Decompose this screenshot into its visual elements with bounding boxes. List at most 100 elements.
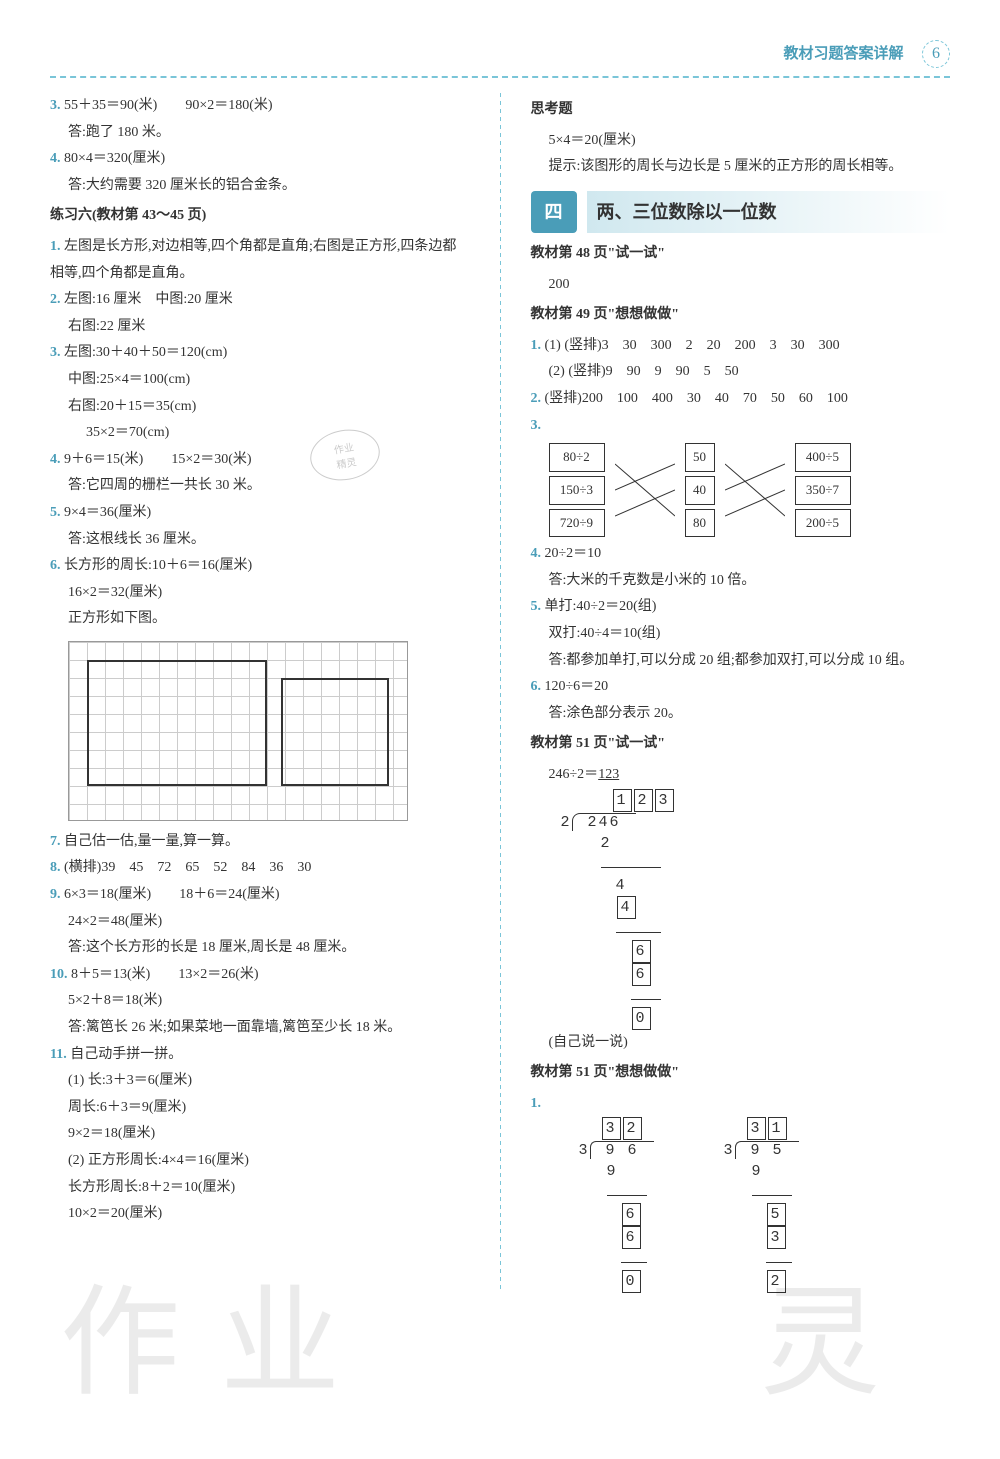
match-box: 350÷7 bbox=[795, 476, 851, 505]
match-box: 150÷3 bbox=[549, 476, 605, 505]
p8-l1: (横排)39 45 72 65 52 84 36 30 bbox=[64, 860, 311, 875]
r5-l1: 单打:40÷2＝20(组) bbox=[545, 599, 657, 614]
page-number: 6 bbox=[922, 40, 950, 68]
p5-l1: 9×4＝36(厘米) bbox=[64, 505, 151, 520]
p6-l2: 16×2＝32(厘米) bbox=[50, 580, 470, 607]
s49-title: 教材第 49 页"想想做做" bbox=[531, 302, 951, 329]
s51b-title: 教材第 51 页"想想做做" bbox=[531, 1060, 951, 1087]
r3-num: 3. bbox=[531, 418, 542, 433]
match-box: 720÷9 bbox=[549, 509, 605, 538]
r4-num: 4. bbox=[531, 546, 542, 561]
chapter-num: 四 bbox=[531, 191, 577, 233]
match-col3: 400÷5 350÷7 200÷5 bbox=[795, 443, 851, 537]
p3-l2: 中图:25×4＝100(cm) bbox=[50, 367, 470, 394]
p11-l3: 周长:6＋3＝9(厘米) bbox=[50, 1095, 470, 1122]
sec6-title: 练习六(教材第 43～45 页) bbox=[50, 203, 470, 230]
r51-1-num: 1. bbox=[531, 1096, 542, 1111]
r4-l2: 答:大米的千克数是小米的 10 倍。 bbox=[531, 568, 951, 595]
p3-l3: 右图:20＋15＝35(cm) bbox=[50, 394, 470, 421]
p2-l1: 左图:16 厘米 中图:20 厘米 bbox=[64, 292, 233, 307]
think-l1: 5×4＝20(厘米) bbox=[531, 128, 951, 155]
p2-l2: 右图:22 厘米 bbox=[50, 314, 470, 341]
p1-l1: 左图是长方形,对边相等,四个角都是直角;右图是正方形,四条边都相等,四个角都是直… bbox=[50, 239, 456, 281]
p5-l2: 答:这根线长 36 厘米。 bbox=[50, 527, 470, 554]
match-box: 200÷5 bbox=[795, 509, 851, 538]
r1-l1: (1) (竖排)3 30 300 2 20 200 3 30 300 bbox=[545, 338, 840, 353]
p11-num: 11. bbox=[50, 1047, 67, 1062]
q4-l2: 答:大约需要 320 厘米长的铝合金条。 bbox=[50, 173, 470, 200]
think-l2: 提示:该图形的周长与边长是 5 厘米的正方形的周长相等。 bbox=[531, 154, 951, 181]
chapter-bar: 四 两、三位数除以一位数 bbox=[531, 191, 951, 233]
match-box: 80 bbox=[685, 509, 715, 538]
p11-l1: 自己动手拼一拼。 bbox=[70, 1047, 182, 1062]
left-column: 3. 55＋35＝90(米) 90×2＝180(米) 答:跑了 180 米。 4… bbox=[50, 93, 470, 1293]
grid-figure bbox=[68, 641, 408, 821]
r2-num: 2. bbox=[531, 391, 542, 406]
p7-l1: 自己估一估,量一量,算一算。 bbox=[64, 834, 239, 849]
s48-title: 教材第 48 页"试一试" bbox=[531, 241, 951, 268]
match-box: 40 bbox=[685, 476, 715, 505]
p10-l2: 5×2＋8＝18(米) bbox=[50, 988, 470, 1015]
q3-num: 3. bbox=[50, 98, 61, 113]
p2-num: 2. bbox=[50, 292, 61, 307]
p8-num: 8. bbox=[50, 860, 61, 875]
r1-num: 1. bbox=[531, 338, 542, 353]
ld-pair: 323 9 6 9660 313 9 5 9532 bbox=[549, 1117, 951, 1293]
s51a-title: 教材第 51 页"试一试" bbox=[531, 731, 951, 758]
match-box: 80÷2 bbox=[549, 443, 605, 472]
p1-num: 1. bbox=[50, 239, 61, 254]
p9-num: 9. bbox=[50, 887, 61, 902]
p10-l1: 8＋5＝13(米) 13×2＝26(米) bbox=[71, 967, 259, 982]
p3-l4: 35×2＝70(cm) bbox=[50, 420, 470, 447]
p11-l7: 10×2＝20(厘米) bbox=[50, 1201, 470, 1228]
ld-expr: 246÷2＝123 bbox=[531, 762, 951, 789]
chapter-title: 两、三位数除以一位数 bbox=[587, 191, 951, 233]
match-lines-2 bbox=[725, 452, 785, 528]
p10-l3: 答:篱笆长 26 米;如果菜地一面靠墙,篱笆至少长 18 米。 bbox=[50, 1015, 470, 1042]
q3-l2: 答:跑了 180 米。 bbox=[50, 120, 470, 147]
long-division: 123 2 246 2 4 4 6 6 0 bbox=[561, 789, 951, 1030]
q4-num: 4. bbox=[50, 151, 61, 166]
columns: 3. 55＋35＝90(米) 90×2＝180(米) 答:跑了 180 米。 4… bbox=[50, 93, 950, 1293]
r5-l3: 答:都参加单打,可以分成 20 组;都参加双打,可以分成 10 组。 bbox=[531, 648, 951, 675]
r6-l1: 120÷6＝20 bbox=[545, 679, 609, 694]
p3-num: 3. bbox=[50, 345, 61, 360]
p9-l2: 24×2＝48(厘米) bbox=[50, 909, 470, 936]
p11-l6: 长方形周长:8＋2＝10(厘米) bbox=[50, 1175, 470, 1202]
r6-num: 6. bbox=[531, 679, 542, 694]
match-diagram: 80÷2 150÷3 720÷9 50 40 80 400÷5 350÷7 200÷5 bbox=[549, 443, 951, 537]
column-divider bbox=[500, 93, 501, 1293]
p6-num: 6. bbox=[50, 558, 61, 573]
match-col1: 80÷2 150÷3 720÷9 bbox=[549, 443, 605, 537]
r2-l1: (竖排)200 100 400 30 40 70 50 60 100 bbox=[545, 391, 848, 406]
match-box: 400÷5 bbox=[795, 443, 851, 472]
p7-num: 7. bbox=[50, 834, 61, 849]
header-title: 教材习题答案详解 bbox=[783, 42, 903, 63]
r5-l2: 双打:40÷4＝10(组) bbox=[531, 621, 951, 648]
match-box: 50 bbox=[685, 443, 715, 472]
p10-num: 10. bbox=[50, 967, 68, 982]
grid-rect-a bbox=[87, 660, 267, 786]
p4-l1: 9＋6＝15(米) 15×2＝30(米) bbox=[64, 452, 252, 467]
p9-l1: 6×3＝18(厘米) 18＋6＝24(厘米) bbox=[64, 887, 280, 902]
p6-l1: 长方形的周长:10＋6＝16(厘米) bbox=[64, 558, 252, 573]
p6-l3: 正方形如下图。 bbox=[50, 606, 470, 633]
p11-l2: (1) 长:3＋3＝6(厘米) bbox=[50, 1068, 470, 1095]
right-column: 思考题 5×4＝20(厘米) 提示:该图形的周长与边长是 5 厘米的正方形的周长… bbox=[531, 93, 951, 1293]
page: 教材习题答案详解 6 3. 55＋35＝90(米) 90×2＝180(米) 答:… bbox=[0, 0, 1000, 1459]
p9-l3: 答:这个长方形的长是 18 厘米,周长是 48 厘米。 bbox=[50, 935, 470, 962]
p4-num: 4. bbox=[50, 452, 61, 467]
think-title: 思考题 bbox=[531, 97, 951, 124]
q4-l1: 80×4＝320(厘米) bbox=[64, 151, 165, 166]
match-col2: 50 40 80 bbox=[685, 443, 715, 537]
p5-num: 5. bbox=[50, 505, 61, 520]
r6-l2: 答:涂色部分表示 20。 bbox=[531, 701, 951, 728]
p11-l4: 9×2＝18(厘米) bbox=[50, 1121, 470, 1148]
p4-l2: 答:它四周的栅栏一共长 30 米。 bbox=[50, 473, 470, 500]
ld-note: (自己说一说) bbox=[531, 1030, 951, 1057]
p11-l5: (2) 正方形周长:4×4＝16(厘米) bbox=[50, 1148, 470, 1175]
r5-num: 5. bbox=[531, 599, 542, 614]
q3-l1: 55＋35＝90(米) 90×2＝180(米) bbox=[64, 98, 273, 113]
long-division-b: 313 9 5 9532 bbox=[724, 1117, 799, 1293]
p3-l1: 左图:30＋40＋50＝120(cm) bbox=[64, 345, 227, 360]
